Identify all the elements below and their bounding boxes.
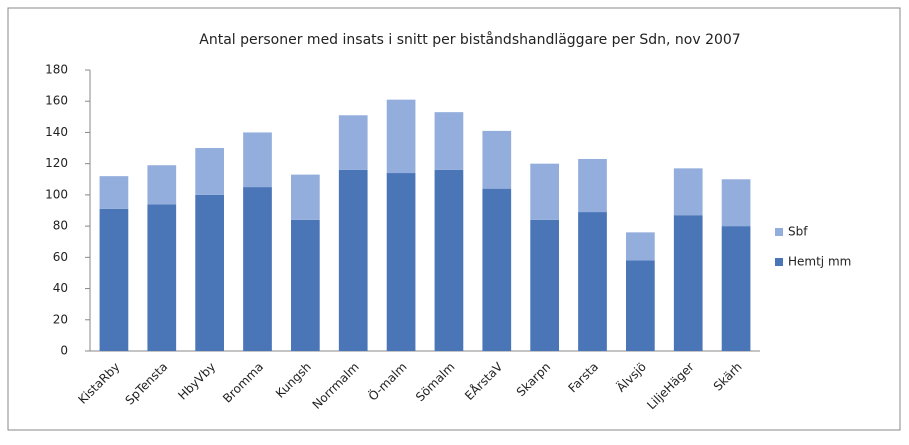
bar-segment [338,169,368,351]
legend-swatch [775,258,783,266]
legend-label: Hemtj mm [788,255,851,269]
y-tick-label: 160 [45,94,68,108]
bar-segment [626,232,655,261]
bar-segment [578,158,607,213]
y-tick-label: 180 [45,63,68,77]
bar-segment [291,174,320,220]
bar-segment [195,148,224,195]
y-tick-label: 80 [53,219,68,233]
legend-label: Sbf [788,225,808,239]
y-tick-label: 40 [53,281,68,295]
bar-segment [721,179,751,227]
bar-segment [530,163,559,220]
bar-segment [673,215,703,351]
chart-title: Antal personer med insats i snitt per bi… [199,31,740,48]
bar-segment [530,219,559,351]
y-tick-label: 140 [45,125,68,139]
y-tick-label: 120 [45,156,68,170]
y-tick-label: 60 [53,250,68,264]
y-tick-label: 0 [60,344,68,358]
y-tick-label: 20 [53,312,68,326]
bar-segment [482,188,512,351]
y-tick-label: 100 [45,187,68,201]
bar-segment [243,187,272,351]
bar-segment [338,115,368,170]
bar-segment [99,176,129,209]
bar-segment [626,260,655,351]
bar-segment [482,130,512,189]
bar-segment [434,112,464,170]
bar-segment [673,168,703,216]
bar-segment [147,165,177,205]
legend-swatch [775,228,783,236]
bar-segment [291,219,320,351]
bar-segment [386,99,416,174]
bar-segment [147,204,177,351]
bar-segment [578,212,607,351]
bar-segment [195,194,224,351]
bar-segment [386,173,416,351]
bar-segment [99,208,129,351]
bar-segment [434,169,464,351]
bar-segment [721,226,751,351]
bar-segment [243,132,272,188]
